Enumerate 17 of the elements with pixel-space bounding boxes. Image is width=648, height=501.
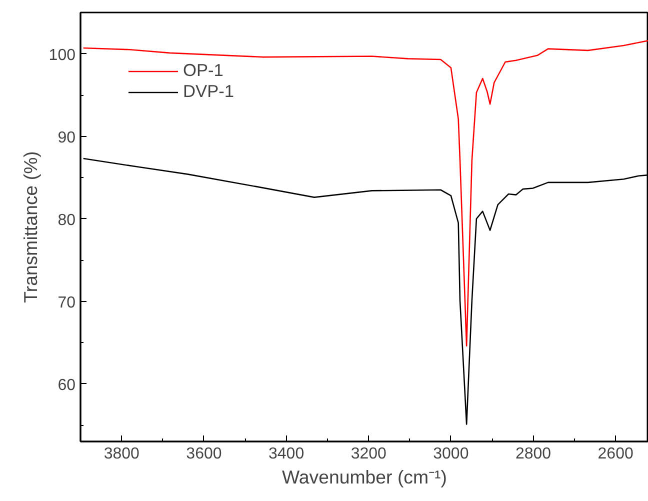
x-tick-label: 3400 [268,446,304,462]
x-tick-label: 3200 [350,446,387,462]
y-tick-label: 70 [58,294,76,312]
legend-label: DVP-1 [183,81,234,102]
x-tick-label: 2800 [515,446,552,462]
y-tick-label: 90 [58,129,76,146]
y-tick-label: 80 [58,212,76,229]
x-tick-label: 3800 [104,446,140,462]
legend-label: OP-1 [183,60,224,81]
x-tick-label: 2600 [598,446,634,462]
y-tick-label: 60 [58,376,76,394]
x-tick-label: 3600 [186,446,222,462]
x-tick-label: 3000 [433,446,469,462]
line-series [82,40,648,346]
x-axis-title: Wavenumber (cm⁻¹) [282,466,447,488]
y-axis-title: Transmittance (%) [20,151,41,303]
y-tick-label: 100 [48,46,76,64]
